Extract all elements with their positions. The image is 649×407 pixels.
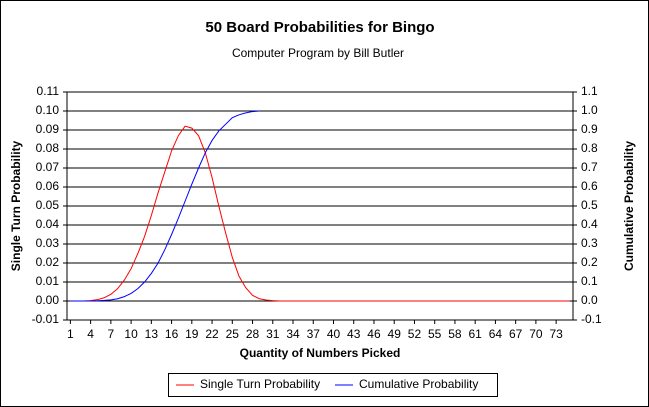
y-tick-label: 0.02 <box>36 255 60 269</box>
y2-tick-label: 0.3 <box>581 236 598 250</box>
y-tick-label: 0.09 <box>36 122 60 136</box>
y2-tick-label: 0.2 <box>581 255 598 269</box>
y2-tick-label: 0.9 <box>581 122 598 136</box>
x-tick-label: 34 <box>286 327 300 341</box>
y-tick-label: -0.01 <box>32 312 60 326</box>
x-tick-label: 19 <box>185 327 199 341</box>
x-tick-label: 31 <box>266 327 280 341</box>
x-tick-label: 22 <box>205 327 219 341</box>
x-tick-label: 52 <box>408 327 422 341</box>
y-tick-label: 0.05 <box>36 198 60 212</box>
legend-label: Cumulative Probability <box>359 377 478 391</box>
y2-tick-label: 0.1 <box>581 274 598 288</box>
y2-tick-label: 0.5 <box>581 198 598 212</box>
x-tick-label: 46 <box>367 327 381 341</box>
y2-tick-label: 1.1 <box>581 84 598 98</box>
y2-tick-label: 0.4 <box>581 217 598 231</box>
legend-box <box>168 373 498 397</box>
y2-tick-label: 0.0 <box>581 293 598 307</box>
x-tick-label: 1 <box>67 327 74 341</box>
series-line <box>70 125 570 302</box>
x-tick-label: 49 <box>388 327 402 341</box>
chart-title: 50 Board Probabilities for Bingo <box>205 19 434 36</box>
x-tick-label: 58 <box>448 327 462 341</box>
y2-axis-title: Cumulative Probability <box>622 141 636 271</box>
x-tick-label: 4 <box>87 327 94 341</box>
x-tick-label: 7 <box>108 327 115 341</box>
x-tick-label: 10 <box>124 327 138 341</box>
y-tick-label: 0.08 <box>36 141 60 155</box>
y2-tick-label: -0.1 <box>581 312 602 326</box>
x-tick-label: 28 <box>246 327 260 341</box>
x-tick-label: 16 <box>165 327 179 341</box>
y2-tick-label: 0.7 <box>581 160 598 174</box>
y-tick-label: 0.06 <box>36 179 60 193</box>
y-tick-label: 0.01 <box>36 274 60 288</box>
x-tick-label: 64 <box>489 327 503 341</box>
y2-tick-label: 0.6 <box>581 179 598 193</box>
y-tick-label: 0.07 <box>36 160 60 174</box>
y-tick-label: 0.04 <box>36 217 60 231</box>
x-tick-label: 55 <box>428 327 442 341</box>
x-axis-title: Quantity of Numbers Picked <box>240 346 401 360</box>
y-axis-title: Single Turn Probability <box>9 140 23 271</box>
y-tick-label: 0.00 <box>36 293 60 307</box>
y-tick-label: 0.11 <box>37 84 60 98</box>
chart-subtitle: Computer Program by Bill Butler <box>232 46 404 60</box>
x-tick-label: 40 <box>327 327 341 341</box>
x-tick-label: 73 <box>549 327 563 341</box>
x-tick-label: 70 <box>529 327 543 341</box>
x-tick-label: 25 <box>226 327 240 341</box>
x-tick-label: 61 <box>468 327 482 341</box>
x-tick-label: 37 <box>307 327 321 341</box>
x-tick-label: 43 <box>347 327 361 341</box>
y2-tick-label: 1.0 <box>581 103 598 117</box>
y2-tick-label: 0.8 <box>581 141 598 155</box>
x-tick-label: 67 <box>509 327 523 341</box>
plot-border <box>66 91 574 321</box>
series-line <box>70 110 260 302</box>
legend-label: Single Turn Probability <box>200 377 320 391</box>
y-tick-label: 0.10 <box>36 103 60 117</box>
y-tick-label: 0.03 <box>36 236 60 250</box>
x-tick-label: 13 <box>145 327 159 341</box>
